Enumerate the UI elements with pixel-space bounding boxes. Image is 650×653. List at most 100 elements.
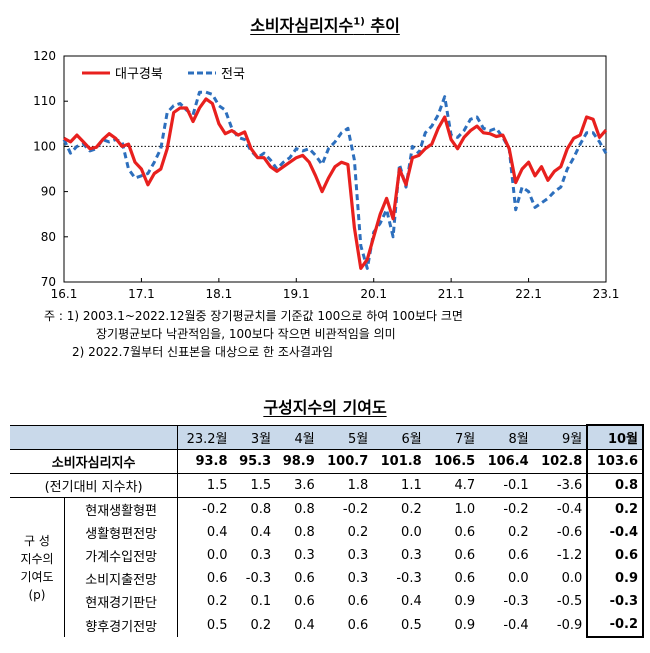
table-cell: 0.0	[401, 525, 422, 540]
table-cell: -0.9	[556, 617, 583, 633]
col-header: 4월	[275, 424, 319, 450]
table-cell: 0.4	[250, 525, 272, 540]
y-tick-label: 90	[41, 185, 56, 199]
table-cell: 0.3	[401, 548, 422, 563]
col-header: 6월	[372, 424, 426, 450]
legend: 대구경북 전국	[82, 67, 245, 82]
table-cell: -0.3	[503, 594, 529, 609]
table-cell: 0.4	[294, 617, 315, 633]
legend-label: 전국	[221, 67, 245, 82]
table-row: 소비지출전망 0.6 -0.3 0.6 0.3 -0.3 0.6 0.0 0.0 0.9	[10, 567, 644, 590]
table-cell: 0.3	[294, 548, 315, 563]
table-cell: -0.4	[556, 502, 583, 517]
x-tick-label: 23.1	[593, 287, 620, 301]
x-tick-label: 16.1	[51, 287, 78, 301]
table-cell: 3.6	[275, 473, 319, 498]
y-tick-label: 70	[41, 275, 56, 289]
table-cell: 0.9	[454, 594, 476, 609]
table-cell: 0.3	[250, 548, 272, 563]
table-cell: 0.8	[250, 502, 272, 517]
table-cell: 1.1	[372, 473, 426, 498]
table-cell: 0.3	[347, 571, 369, 586]
row-label: 소비자심리지수	[10, 449, 179, 474]
table-cell: 1.8	[318, 473, 373, 498]
table-cell: 0.8	[294, 502, 315, 517]
col-header: 5월	[318, 424, 373, 450]
col-header: 3월	[231, 424, 276, 450]
table-cell: 0.0	[561, 571, 583, 586]
chart-title: 소비자심리지수1) 추이	[250, 16, 400, 35]
table-cell: 93.8	[177, 449, 232, 474]
table-row: 소비자심리지수 93.8 95.3 98.9 100.7 101.8 106.5 106.4 1…	[10, 449, 644, 474]
table-cell: -0.6	[556, 525, 583, 540]
row-label: (전기대비 지수차)	[10, 473, 179, 498]
table-cell: 1.5	[177, 473, 232, 498]
table-cell: -0.5	[556, 594, 583, 609]
y-axis: 70 80 90 100 110 120	[33, 49, 68, 289]
table-cell: 0.6	[294, 594, 315, 609]
table-cell: -0.4	[586, 521, 644, 544]
table-cell: 0.6	[586, 544, 644, 567]
table-row: (전기대비 지수차) 1.5 1.5 3.6 1.8 1.1 4.7 -0.1 -3.6 0.8	[10, 473, 644, 498]
table-cell: 0.6	[347, 594, 369, 609]
table-cell: 0.6	[508, 548, 529, 563]
row-label: 현재생활형편	[64, 497, 179, 521]
table-row: 구 성 지수의 기여도 (p) 현재생활형편 -0.2 0.8 0.8 -0.2 0.2 1.0 -0…	[10, 497, 644, 637]
table-row: 현재경기판단 0.2 0.1 0.6 0.6 0.4 0.9 -0.3 -0.5 -0.3	[10, 590, 644, 613]
group-label: 구 성 지수의 기여도 (p)	[10, 497, 65, 637]
table-cell: 0.6	[454, 525, 476, 540]
x-tick-label: 18.1	[205, 287, 232, 301]
note-1: 주 : 1) 2003.1~2022.12월중 장기평균치를 기준값 100으로…	[44, 309, 463, 323]
x-axis: 16.1 17.1 18.1 19.1 20.1 21.1 22.1 23.1	[51, 278, 620, 301]
table-cell: 0.2	[250, 617, 272, 633]
row-label: 현재경기판단	[64, 590, 179, 613]
col-header: 10월	[586, 424, 644, 450]
table-cell: -0.1	[479, 473, 533, 498]
table-cell: 101.8	[372, 449, 426, 474]
table-cell: 4.7	[425, 473, 480, 498]
table-cell: -1.2	[556, 548, 583, 563]
table-cell: 0.2	[586, 497, 644, 521]
table-title: 구성지수의 기여도	[263, 398, 387, 417]
table-cell: 0.6	[454, 571, 476, 586]
table-cell: 102.8	[532, 449, 588, 474]
table-cell: 1.5	[231, 473, 276, 498]
table-cell: 1.0	[454, 502, 476, 517]
table-row: 가계수입전망 0.0 0.3 0.3 0.3 0.3 0.6 0.6 -1.2 0.6	[10, 544, 644, 567]
table-cell: 0.4	[401, 594, 422, 609]
table-cell: -0.3	[396, 571, 422, 586]
table-cell: 0.6	[294, 571, 315, 586]
col-header: 9월	[532, 424, 588, 450]
table-cell: 0.9	[454, 617, 476, 633]
x-tick-label: 22.1	[515, 287, 542, 301]
table-cell: 0.4	[206, 525, 228, 540]
table-cell: -0.2	[503, 502, 529, 517]
table-cell: -0.4	[503, 617, 529, 633]
legend-label: 대구경북	[115, 67, 163, 82]
table-cell: 0.8	[294, 525, 315, 540]
table-cell: -0.2	[342, 502, 369, 517]
table-cell: 0.6	[347, 617, 369, 633]
y-tick-label: 110	[33, 94, 56, 108]
chart-notes: 주 : 1) 2003.1~2022.12월중 장기평균치를 기준값 100으로…	[44, 307, 463, 361]
table-cell: -0.2	[202, 502, 228, 517]
table-row: 향후경기전망 0.5 0.2 0.4 0.6 0.5 0.9 -0.4 -0.9 -0.2	[10, 613, 644, 638]
x-tick-label: 17.1	[128, 287, 155, 301]
col-header: 7월	[425, 424, 480, 450]
table-cell: 103.6	[586, 449, 644, 474]
x-tick-label: 21.1	[438, 287, 465, 301]
table-cell: 0.3	[347, 548, 369, 563]
table-cell: 0.2	[508, 525, 529, 540]
table-cell: 0.5	[206, 617, 228, 633]
table-cell: 0.2	[401, 502, 422, 517]
table-cell: 0.1	[250, 594, 272, 609]
table-cell: 0.2	[206, 594, 228, 609]
row-label: 향후경기전망	[64, 613, 179, 637]
note-2: 2) 2022.7월부터 신표본을 대상으로 한 조사결과임	[72, 345, 334, 359]
y-tick-label: 80	[41, 230, 56, 244]
line-chart: 70 80 90 100 110 120 16.1 17.1 18.1 19.1 20.1 21.1…	[33, 49, 620, 301]
x-tick-label: 20.1	[360, 287, 387, 301]
table-cell: -3.6	[532, 473, 588, 498]
y-tick-label: 100	[33, 139, 56, 153]
table-cell: 106.4	[479, 449, 533, 474]
